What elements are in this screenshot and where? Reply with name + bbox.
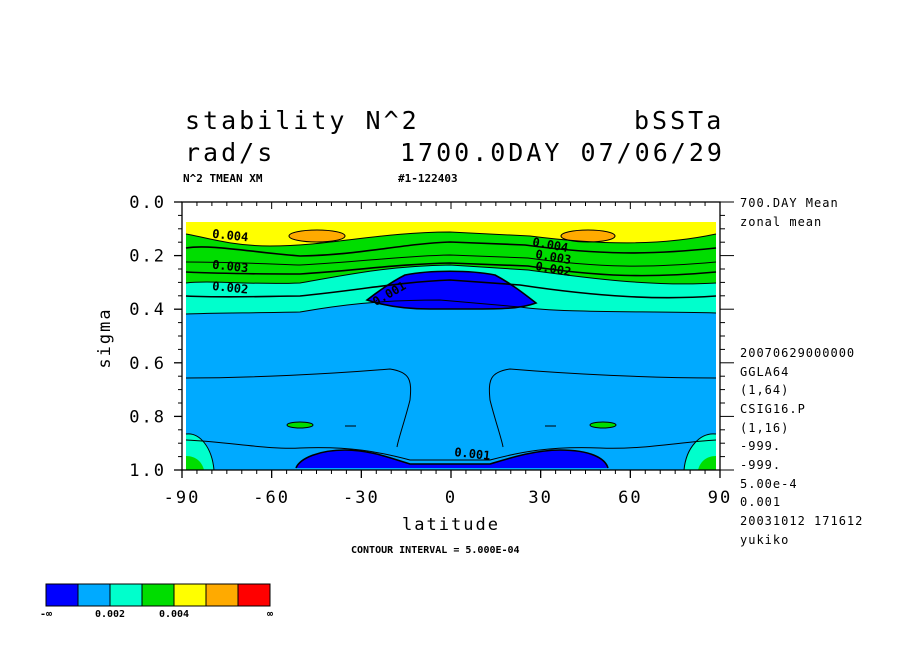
colorbar-swatch: [205, 583, 239, 607]
y-tick-label: 0.4: [129, 300, 166, 320]
contour-line: [185, 264, 717, 285]
contour-min-blue: [367, 271, 536, 309]
colorbar-label: 0.002: [95, 609, 125, 620]
colorbar-swatch: [237, 583, 271, 607]
contour-line: [185, 231, 717, 247]
contour-line: [185, 433, 215, 471]
y-tick-label: 0.8: [129, 407, 166, 427]
plot-title: stability N^2: [185, 106, 420, 135]
colorbar: -∞ 0.002 0.004 ∞: [40, 583, 273, 620]
run-id-label: #1-122403: [398, 172, 458, 185]
contour-line: [288, 229, 346, 243]
contour-interval-label: CONTOUR INTERVAL = 5.000E-04: [351, 545, 520, 556]
colorbar-swatch: [141, 583, 175, 607]
contour-line: [295, 449, 609, 469]
contour-line: [185, 299, 717, 315]
y-axis-title: sigma: [95, 307, 115, 368]
colorbar-swatch: [45, 583, 79, 607]
side-info-line: -999.: [740, 439, 782, 453]
x-tick-label: -90: [164, 488, 201, 508]
side-info-line: 20031012 171612: [740, 514, 864, 528]
contour-max-orange: [289, 230, 345, 242]
variable-label: N^2 TMEAN XM: [183, 172, 263, 185]
contour-small-feature: [287, 422, 313, 428]
y-tick-label: 0.2: [129, 247, 166, 267]
contour-line: [185, 262, 717, 277]
contour-label: 0.004: [212, 227, 249, 245]
side-info-line: (1,64): [740, 383, 790, 397]
x-tick-label: -30: [343, 488, 380, 508]
side-info-line: yukiko: [740, 533, 790, 547]
contour-line: [185, 241, 717, 257]
x-tick-label: -60: [253, 488, 290, 508]
colorbar-swatch: [173, 583, 207, 607]
side-info-line: GGLA64: [740, 365, 790, 379]
colorbar-swatch: [77, 583, 111, 607]
contour-line: [185, 439, 717, 461]
colorbar-label: 0.004: [159, 609, 189, 620]
side-info-line: 0.001: [740, 495, 782, 509]
contour-label: 0.003: [534, 247, 572, 267]
side-info-line: 20070629000000: [740, 346, 856, 360]
contour-max-orange: [561, 230, 615, 242]
x-tick-label: 0: [445, 488, 457, 508]
contour-line: [560, 229, 616, 243]
y-tick-label: 1.0: [129, 461, 166, 481]
contour-line: [365, 270, 538, 310]
side-info-line: 5.00e-4: [740, 477, 798, 491]
time-label: 1700.0DAY 07/06/29: [400, 138, 725, 167]
x-tick-label: 30: [528, 488, 552, 508]
side-info-line: zonal mean: [740, 215, 823, 229]
x-tick-label: 60: [618, 488, 642, 508]
y-tick-label: 0.6: [129, 354, 166, 374]
x-tick-label: 90: [708, 488, 732, 508]
x-axis-title: latitude: [402, 515, 500, 535]
colorbar-swatch: [109, 583, 143, 607]
contour-label: 0.003: [212, 258, 249, 276]
y-tick-label: 0.0: [129, 193, 166, 213]
contour-line: [589, 421, 617, 429]
contour-label: 0.004: [531, 235, 569, 255]
side-info-line: (1,16): [740, 421, 790, 435]
units-label: rad/s: [185, 138, 276, 167]
contour-line: [185, 368, 412, 448]
contour-line-layer: [185, 229, 717, 471]
contour-line: [185, 279, 717, 299]
side-info-line: CSIG16.P: [740, 402, 806, 416]
side-info-line: 700.DAY Mean: [740, 196, 839, 210]
side-info-line: -999.: [740, 458, 782, 472]
contour-small-feature: [590, 422, 616, 428]
contour-label: 0.002: [212, 279, 249, 297]
contour-line: [488, 368, 717, 448]
experiment-name: bSSTa: [634, 106, 725, 135]
contour-line: [683, 433, 717, 471]
contour-polar-blob: [698, 456, 716, 470]
contour-line: [286, 421, 314, 429]
contour-label: 0.002: [534, 259, 572, 279]
contour-line: [185, 254, 717, 267]
contour-polar-blob: [186, 456, 204, 470]
colorbar-label: -∞: [40, 609, 52, 620]
colorbar-label: ∞: [267, 609, 273, 620]
contour-min-blue: [296, 450, 608, 468]
axis-tick-layer: -90 -60 -30 0 30 60 90 0.0 0.2 0.4 0.6 0.8 1.0: [129, 193, 734, 508]
contour-fill-layer: [186, 222, 716, 470]
contour-label: 0.001: [454, 445, 491, 463]
